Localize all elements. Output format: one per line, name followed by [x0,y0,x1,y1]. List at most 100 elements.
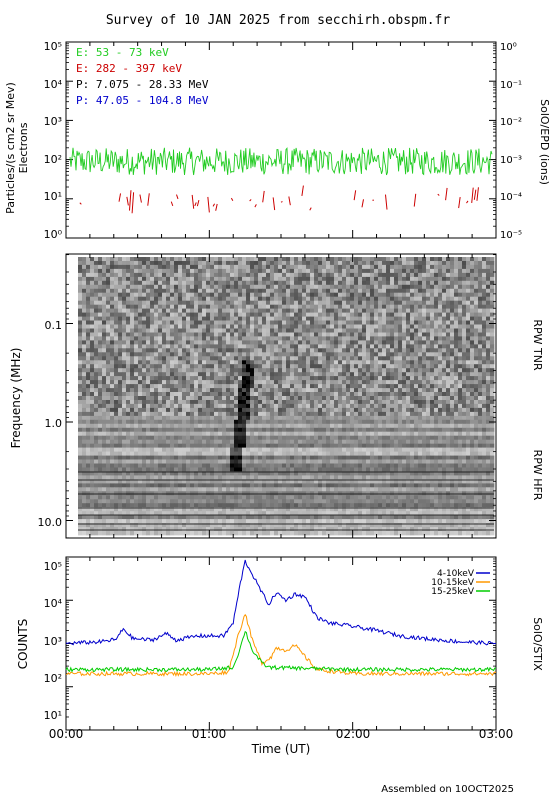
spectrogram-cell [406,376,411,381]
spectrogram-cell [358,411,363,417]
spectrogram-cell [378,403,383,409]
spectrogram-cell [490,392,495,397]
spectrogram-cell [418,348,423,353]
spectrogram-cell [198,324,203,329]
spectrogram-cell [82,364,87,369]
spectrogram-cell [126,400,131,405]
spectrogram-cell [342,364,347,369]
spectrogram-cell [138,316,143,321]
spectrogram-cell [342,284,347,290]
spectrogram-cell [354,300,359,306]
spectrogram-cell [98,348,103,353]
spectrogram-cell [450,320,455,325]
spectrogram-cell [202,304,207,310]
spectrogram-cell [94,268,99,274]
spectrogram-cell [258,384,263,389]
spectrogram-cell [282,396,287,401]
spectrogram-cell [414,360,419,365]
spectrogram-cell [322,332,327,337]
spectrogram-cell [374,284,379,290]
spectrogram-cell [194,336,199,341]
spectrogram-cell [230,344,235,349]
spectrogram-cell [126,312,131,317]
spectrogram-cell [194,380,199,385]
spectrogram-cell [302,411,307,417]
spectrogram-cell [218,427,223,433]
spectrogram-cell [174,423,179,429]
spectrogram-cell [158,384,163,389]
spectrogram-cell [154,431,159,437]
spectrogram-cell [138,439,143,445]
spectrogram-cell [298,400,303,405]
spectrogram-cell [462,396,467,401]
spectrogram-cell [442,415,447,421]
spectrogram-cell [118,388,123,393]
spectrogram-cell [438,403,443,409]
spectrogram-cell [190,288,195,294]
spectrogram-cell [114,292,119,298]
spectrogram-cell [98,284,103,290]
spectrogram-cell [382,364,387,369]
spectrogram-cell [78,264,83,270]
spectrogram-cell [222,316,227,321]
spectrogram-cell [462,261,467,266]
spectrogram-cell [170,324,175,329]
spectrogram-cell [150,340,155,345]
spectrogram-cell [438,348,443,353]
spectrogram-cell [102,340,107,345]
spectrogram-cell [374,348,379,353]
spectrogram-cell [246,423,251,429]
spectrogram-cell [366,396,371,401]
spectrogram-cell [342,268,347,274]
spectrogram-cell [270,356,275,361]
spectrogram-cell [426,280,431,286]
spectrogram-cell [174,403,179,409]
spectrogram-cell [190,435,195,441]
spectrogram-cell [282,372,287,377]
spectrogram-cell [254,360,259,365]
spectrogram-cell [210,336,215,341]
spectrogram-cell [258,257,263,262]
spectrogram-cell [86,372,91,377]
spectrogram-cell [366,364,371,369]
spectrogram-cell [430,257,435,262]
spectrogram-cell [482,368,487,373]
spectrogram-cell [446,340,451,345]
spectrogram-cell [454,348,459,353]
spectrogram-cell [90,336,95,341]
spectrogram-cell [262,344,267,349]
spectrogram-cell [246,340,251,345]
spectrogram-cell [310,280,315,286]
spectrogram-cell [370,316,375,321]
spectrogram-cell [326,360,331,365]
spectrogram-cell [446,324,451,329]
spectrogram-cell [86,419,91,425]
spectrogram-cell [126,415,131,421]
spectrogram-cell [434,368,439,373]
spectrogram-cell [102,288,107,294]
spectrogram-cell [306,415,311,421]
spectrogram-cell [430,316,435,321]
spectrogram-cell [202,300,207,306]
spectrogram-cell [470,372,475,377]
spectrogram-cell [134,320,139,325]
spectrogram-cell [102,419,107,425]
spectrogram-cell [354,415,359,421]
spectrogram-cell [250,304,255,310]
spectrogram-cell [246,257,251,262]
spectrogram-cell [210,352,215,357]
spectrogram-cell [138,407,143,413]
spectrogram-cell [342,328,347,333]
spectrogram-cell [130,411,135,417]
spectrogram-cell [410,352,415,357]
spectrogram-cell [310,419,315,425]
spectrogram-cell [98,292,103,298]
spectrogram-cell [334,268,339,274]
spectrogram-cell [126,411,131,417]
spectrogram-cell [486,284,491,290]
spectrogram-cell [210,388,215,393]
spectrogram-cell [342,415,347,421]
spectrogram-cell [122,324,127,329]
spectrogram-cell [402,336,407,341]
spectrogram-cell [122,320,127,325]
